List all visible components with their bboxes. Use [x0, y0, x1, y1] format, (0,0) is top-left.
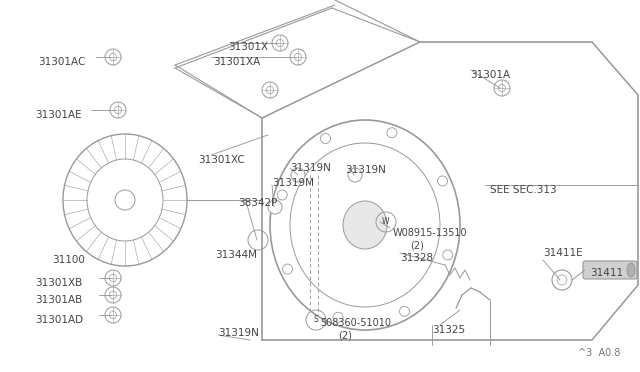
Ellipse shape — [627, 263, 635, 277]
Text: 31301AE: 31301AE — [35, 110, 82, 120]
Circle shape — [110, 102, 126, 118]
Circle shape — [248, 230, 268, 250]
Circle shape — [105, 307, 121, 323]
Circle shape — [268, 200, 282, 214]
Circle shape — [105, 287, 121, 303]
Ellipse shape — [343, 201, 387, 249]
Text: 31100: 31100 — [52, 255, 85, 265]
Circle shape — [291, 168, 305, 182]
Text: 31344M: 31344M — [215, 250, 257, 260]
Circle shape — [290, 49, 306, 65]
Text: 31325: 31325 — [432, 325, 465, 335]
Circle shape — [494, 80, 510, 96]
Text: SEE SEC.313: SEE SEC.313 — [490, 185, 557, 195]
Circle shape — [105, 270, 121, 286]
Circle shape — [272, 35, 288, 51]
FancyBboxPatch shape — [583, 261, 637, 279]
Text: 31411E: 31411E — [543, 248, 582, 258]
Text: W08915-13510: W08915-13510 — [393, 228, 468, 238]
Text: 31328: 31328 — [400, 253, 433, 263]
Text: (2): (2) — [338, 330, 352, 340]
Text: 31319N: 31319N — [290, 163, 331, 173]
Circle shape — [105, 49, 121, 65]
Text: 31301AD: 31301AD — [35, 315, 83, 325]
Text: 31301X: 31301X — [228, 42, 268, 52]
Text: 31301XC: 31301XC — [198, 155, 244, 165]
Text: W: W — [382, 218, 390, 227]
Text: 31411: 31411 — [590, 268, 623, 278]
Text: 31301XA: 31301XA — [213, 57, 260, 67]
Text: S08360-51010: S08360-51010 — [320, 318, 391, 328]
Text: 31319N: 31319N — [345, 165, 386, 175]
Circle shape — [348, 168, 362, 182]
Text: 38342P: 38342P — [238, 198, 277, 208]
Circle shape — [115, 190, 135, 210]
Text: 31319N: 31319N — [218, 328, 259, 338]
Text: ^3  A0.8: ^3 A0.8 — [578, 348, 620, 358]
Text: 31301A: 31301A — [470, 70, 510, 80]
Circle shape — [262, 82, 278, 98]
Text: S: S — [314, 315, 318, 324]
Text: 31319M: 31319M — [272, 178, 314, 188]
Text: 31301AC: 31301AC — [38, 57, 85, 67]
Text: (2): (2) — [410, 240, 424, 250]
Text: 31301AB: 31301AB — [35, 295, 83, 305]
Text: 31301XB: 31301XB — [35, 278, 83, 288]
